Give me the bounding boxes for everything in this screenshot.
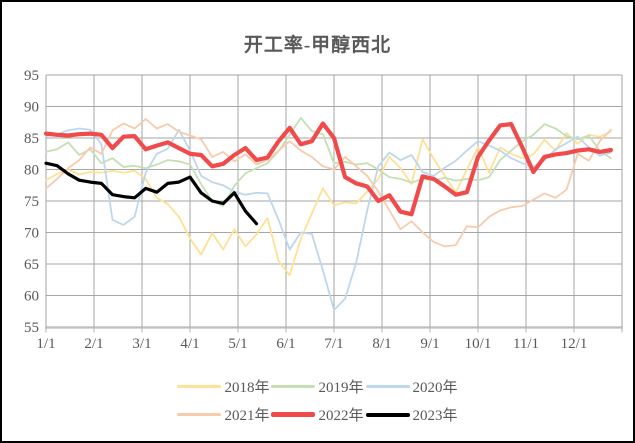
x-axis-label: 9/1: [420, 336, 439, 352]
legend-line-swatch-icon: [177, 413, 222, 416]
series-line-2021: [45, 118, 612, 248]
y-axis-label: 80: [24, 163, 39, 179]
legend-line-swatch-icon: [365, 385, 410, 388]
legend-label: 2019年: [318, 380, 364, 396]
x-axis-label: 2/1: [84, 336, 103, 352]
legend-line-swatch-icon: [271, 385, 316, 388]
x-axis-label: 12/1: [561, 336, 588, 352]
x-axis-label: 1/1: [36, 336, 55, 352]
legend-label: 2023年: [412, 408, 458, 424]
legend-item-2023: 2023年: [365, 404, 458, 425]
x-axis-label: 3/1: [132, 336, 151, 352]
x-axis-label: 11/1: [513, 336, 539, 352]
legend-label: 2022年: [318, 408, 364, 424]
y-axis-label: 85: [24, 131, 39, 147]
legend-line-swatch-icon: [365, 412, 410, 417]
legend-line-swatch-icon: [271, 412, 316, 417]
y-axis-label: 60: [24, 289, 39, 305]
series-line-2022: [43, 121, 614, 217]
legend-row-1: 2018年 2019年 2020年: [2, 376, 633, 397]
legend-item-2020: 2020年: [365, 376, 458, 397]
series-line-2019: [45, 116, 612, 207]
y-axis-label: 75: [24, 194, 39, 210]
x-axis-label: 5/1: [228, 336, 247, 352]
y-axis-label: 55: [24, 320, 39, 336]
x-axis-label: 4/1: [180, 336, 199, 352]
legend-item-2018: 2018年: [177, 376, 269, 397]
x-axis-label: 7/1: [324, 336, 343, 352]
chart-title: 开工率-甲醇西北: [243, 35, 392, 56]
series-line-2023: [44, 161, 259, 226]
legend-item-2022: 2022年: [271, 404, 364, 425]
x-axis-label: 6/1: [276, 336, 295, 352]
legend-label: 2018年: [224, 380, 270, 396]
legend-row-2: 2021年 2022年 2023年: [2, 404, 633, 425]
legend-label: 2020年: [412, 380, 458, 396]
y-axis-label: 95: [24, 68, 39, 84]
legend-label: 2021年: [224, 408, 270, 424]
legend-line-swatch-icon: [177, 385, 222, 388]
series-line-2018: [45, 130, 612, 277]
x-axis-label: 10/1: [465, 336, 492, 352]
legend-item-2021: 2021年: [177, 404, 269, 425]
y-axis-label: 65: [24, 257, 39, 273]
x-axis-label: 8/1: [372, 336, 391, 352]
legend-item-2019: 2019年: [271, 376, 364, 397]
y-axis-label: 90: [24, 100, 39, 116]
y-axis-label: 70: [24, 226, 39, 242]
